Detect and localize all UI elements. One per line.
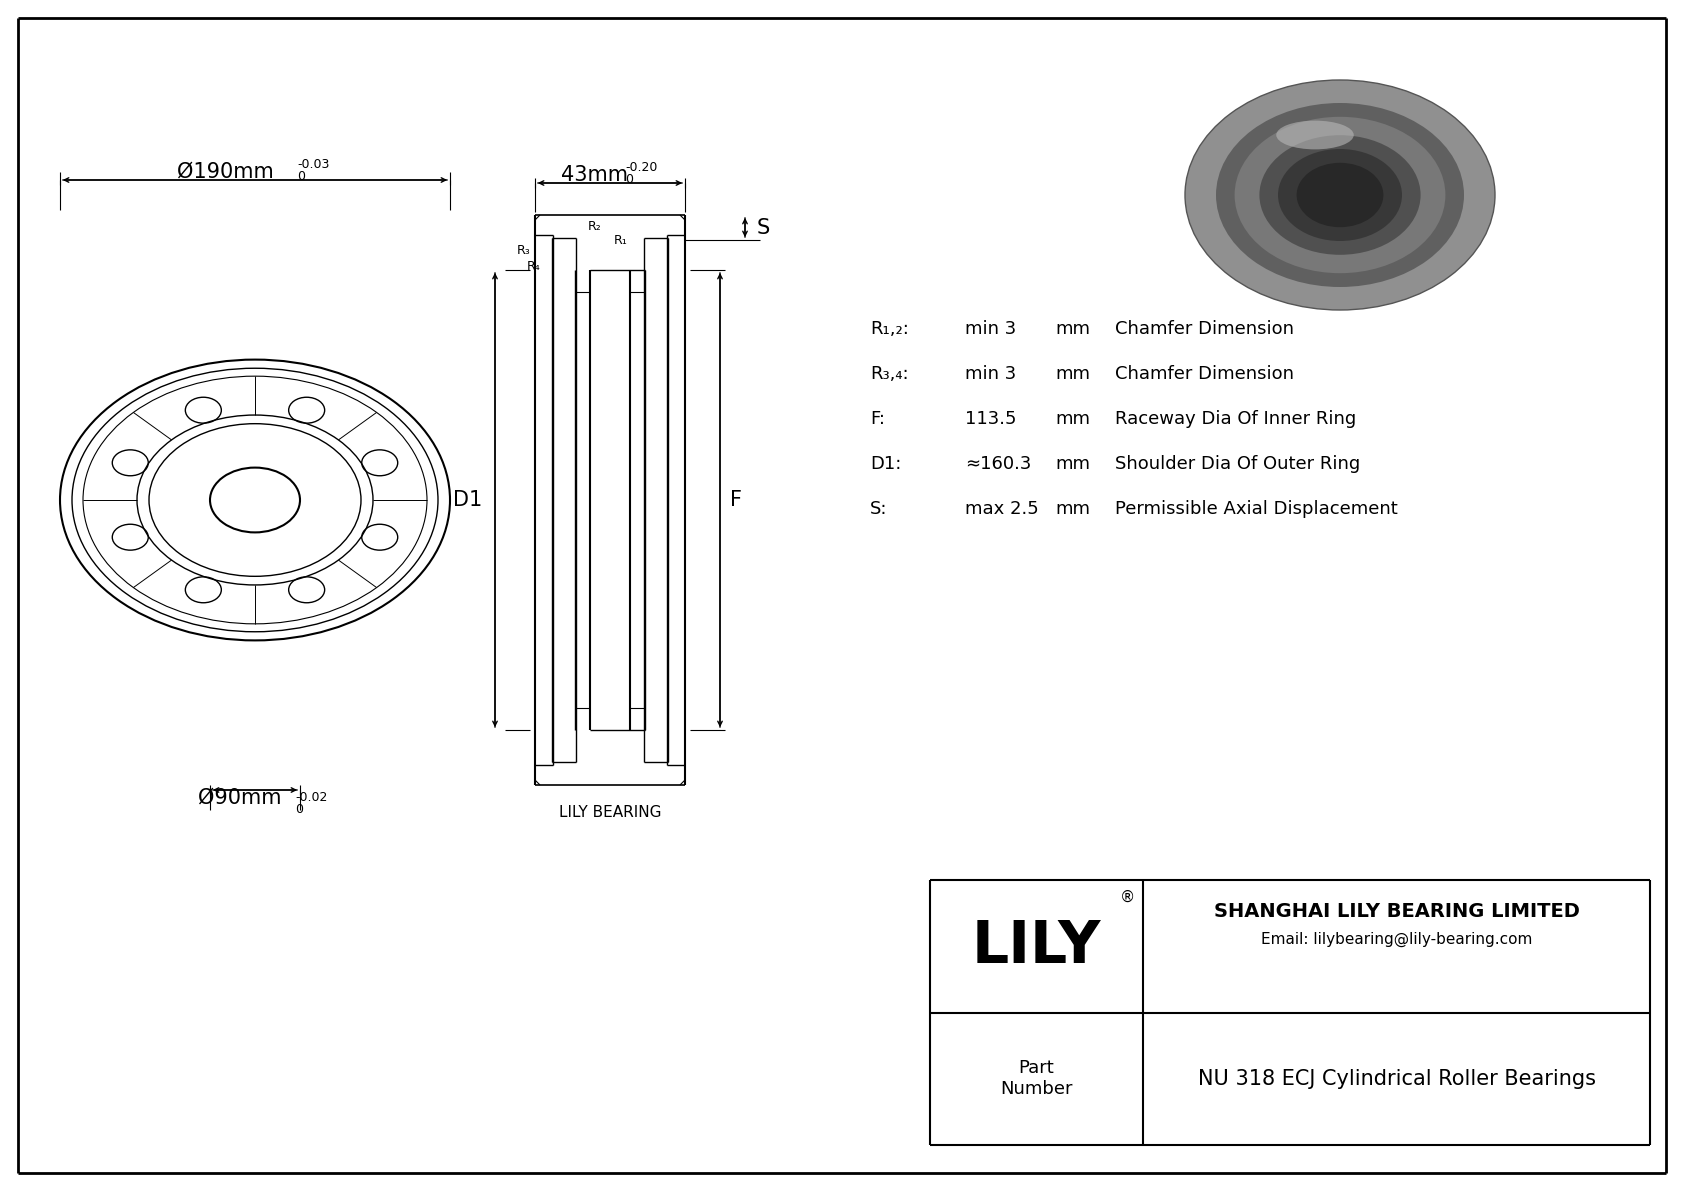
Text: R₁,₂:: R₁,₂: [871,320,909,338]
Text: ≈160.3: ≈160.3 [965,455,1031,473]
Text: mm: mm [1054,364,1090,384]
Text: 0: 0 [625,173,633,186]
Text: Shoulder Dia Of Outer Ring: Shoulder Dia Of Outer Ring [1115,455,1361,473]
Text: min 3: min 3 [965,320,1015,338]
Ellipse shape [1216,102,1463,287]
Text: Permissible Axial Displacement: Permissible Axial Displacement [1115,500,1398,518]
Text: 0: 0 [295,803,303,816]
Text: Raceway Dia Of Inner Ring: Raceway Dia Of Inner Ring [1115,410,1356,428]
Ellipse shape [1297,163,1383,227]
Ellipse shape [1186,80,1495,310]
Text: ®: ® [1120,890,1135,905]
Ellipse shape [1278,149,1403,241]
Text: D1:: D1: [871,455,901,473]
Text: mm: mm [1054,410,1090,428]
Text: LILY: LILY [972,918,1101,974]
Text: -0.03: -0.03 [296,158,330,172]
Text: NU 318 ECJ Cylindrical Roller Bearings: NU 318 ECJ Cylindrical Roller Bearings [1197,1068,1595,1089]
Text: Chamfer Dimension: Chamfer Dimension [1115,364,1293,384]
Text: SHANGHAI LILY BEARING LIMITED: SHANGHAI LILY BEARING LIMITED [1214,902,1580,921]
Text: -0.02: -0.02 [295,791,327,804]
Text: Ø90mm: Ø90mm [199,788,281,807]
Text: Chamfer Dimension: Chamfer Dimension [1115,320,1293,338]
Text: S:: S: [871,500,887,518]
Text: 0: 0 [296,170,305,183]
Text: D1: D1 [453,490,482,510]
Text: 113.5: 113.5 [965,410,1017,428]
Text: min 3: min 3 [965,364,1015,384]
Ellipse shape [1276,120,1354,149]
Text: mm: mm [1054,455,1090,473]
Text: R₄: R₄ [527,260,541,273]
Ellipse shape [1234,117,1445,273]
Text: Part
Number: Part Number [1000,1059,1073,1098]
Text: Email: lilybearing@lily-bearing.com: Email: lilybearing@lily-bearing.com [1261,933,1532,947]
Text: R₂: R₂ [588,220,601,233]
Text: S: S [758,218,770,237]
Text: F:: F: [871,410,886,428]
Ellipse shape [1260,136,1421,255]
Text: mm: mm [1054,500,1090,518]
Text: R₃: R₃ [517,244,530,257]
Text: LILY BEARING: LILY BEARING [559,805,662,819]
Text: Ø190mm: Ø190mm [177,162,273,182]
Text: R₃,₄:: R₃,₄: [871,364,909,384]
Text: -0.20: -0.20 [625,161,657,174]
Text: F: F [729,490,743,510]
Text: R₁: R₁ [615,233,628,247]
Text: mm: mm [1054,320,1090,338]
Text: 43mm: 43mm [561,166,628,185]
Text: max 2.5: max 2.5 [965,500,1039,518]
